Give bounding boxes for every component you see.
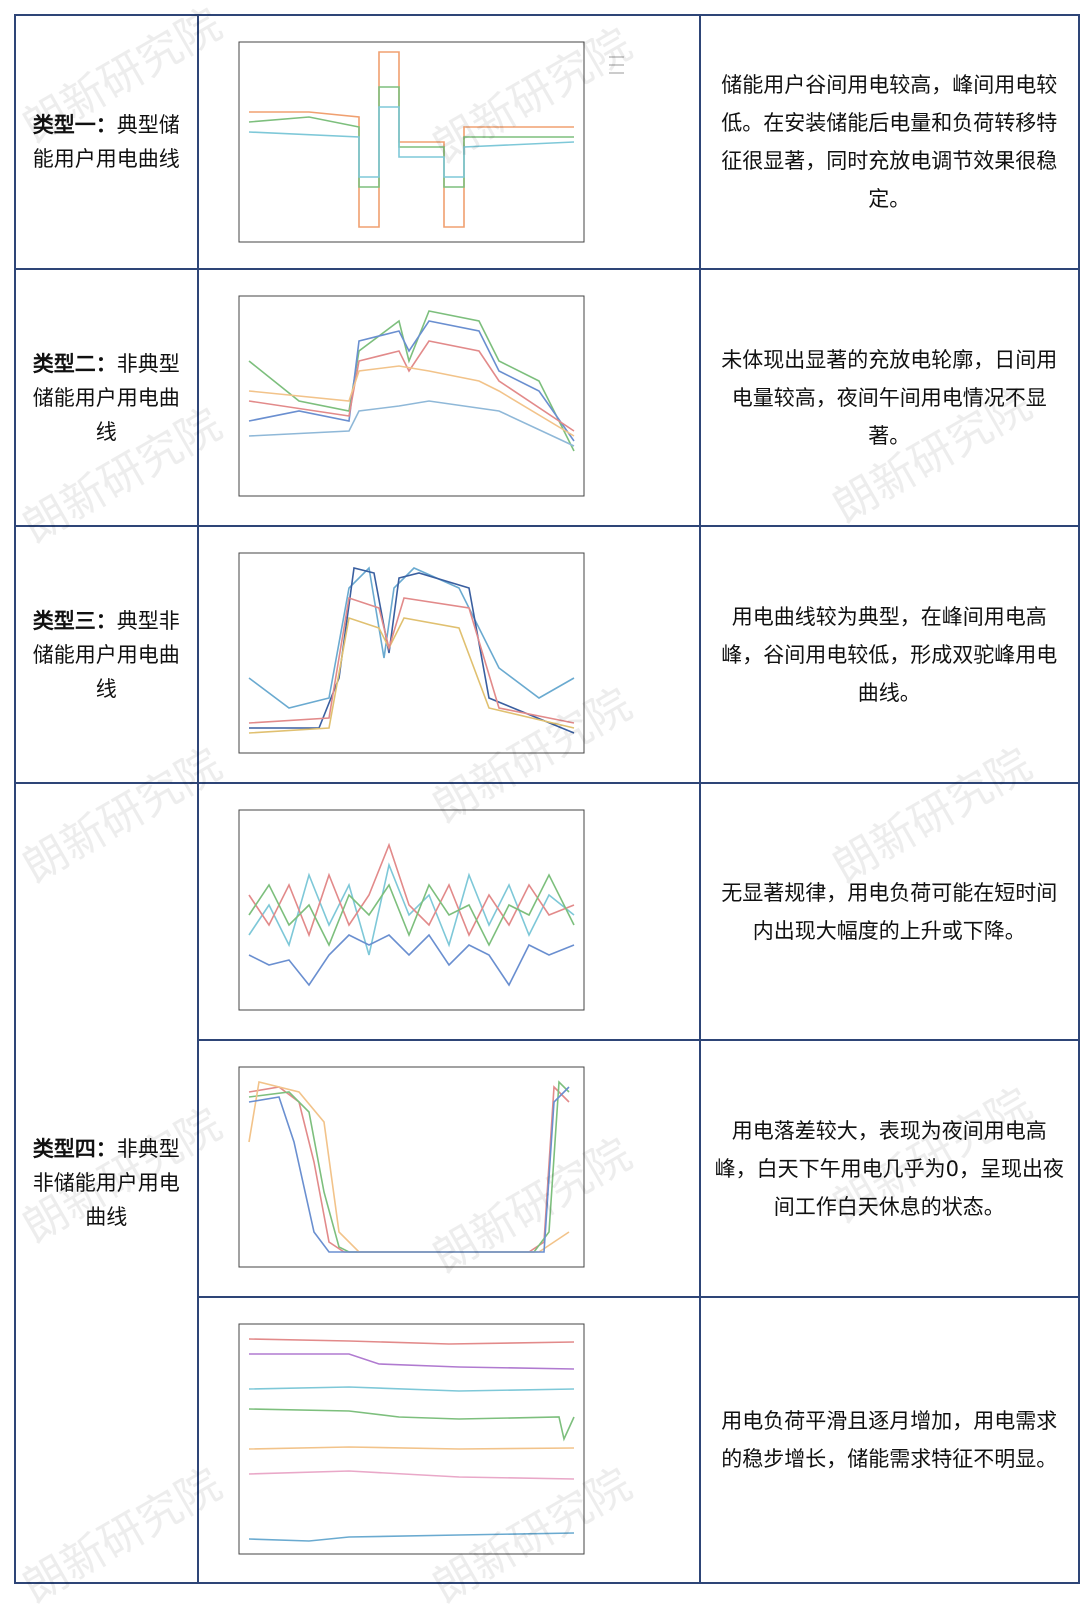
description: 用电负荷平滑且逐月增加，用电需求的稳步增长，储能需求特征不明显。 — [698, 1296, 1080, 1584]
chart-thumbnail — [238, 809, 585, 1010]
description: 未体现出显著的充放电轮廓，日间用电量较高，夜间午间用电情况不显著。 — [698, 268, 1080, 527]
label-bold: 类型四： — [32, 1137, 117, 1161]
chart-cell — [196, 1296, 701, 1584]
label-text: 典型储能用户用电曲线 — [32, 113, 180, 171]
label-text: 典型非储能用户用电曲线 — [32, 608, 180, 701]
chart-thumbnail — [238, 1066, 585, 1267]
description: 无显著规律，用电负荷可能在短时间内出现大幅度的上升或下降。 — [698, 782, 1080, 1041]
label-bold: 类型三： — [32, 608, 117, 633]
chart-thumbnail — [238, 295, 585, 496]
description: 用电曲线较为典型，在峰间用电高峰，谷间用电较低，形成双驼峰用电曲线。 — [698, 525, 1080, 784]
type-label: 类型二：非典型储能用户用电曲线 — [14, 268, 199, 527]
type-label: 类型四：非典型非储能用户用电曲线 — [14, 782, 199, 1584]
description: 储能用户谷间用电较高，峰间用电较低。在安装储能后电量和负荷转移特征很显著，同时充… — [698, 14, 1080, 270]
chart-cell — [196, 525, 701, 784]
label-bold: 类型一： — [32, 113, 117, 137]
chart-cell — [196, 268, 701, 527]
label-bold: 类型二： — [32, 351, 117, 376]
chart-cell — [196, 14, 701, 270]
chart-thumbnail — [238, 552, 585, 753]
chart-thumbnail — [238, 41, 624, 243]
label-text: 非典型非储能用户用电曲线 — [32, 1137, 180, 1229]
description: 用电落差较大，表现为夜间用电高峰，白天下午用电几乎为0，呈现出夜间工作白天休息的… — [698, 1039, 1080, 1298]
chart-cell — [196, 782, 701, 1041]
type-label: 类型三：典型非储能用户用电曲线 — [14, 525, 199, 784]
chart-thumbnail — [238, 1323, 585, 1555]
type-label: 类型一：典型储能用户用电曲线 — [14, 14, 199, 270]
table: 类型一：典型储能用户用电曲线 储能用户谷间用电较高，峰间用电较低。在安装储能后电… — [14, 14, 1080, 1584]
chart-cell — [196, 1039, 701, 1298]
label-text: 非典型储能用户用电曲线 — [32, 351, 180, 444]
